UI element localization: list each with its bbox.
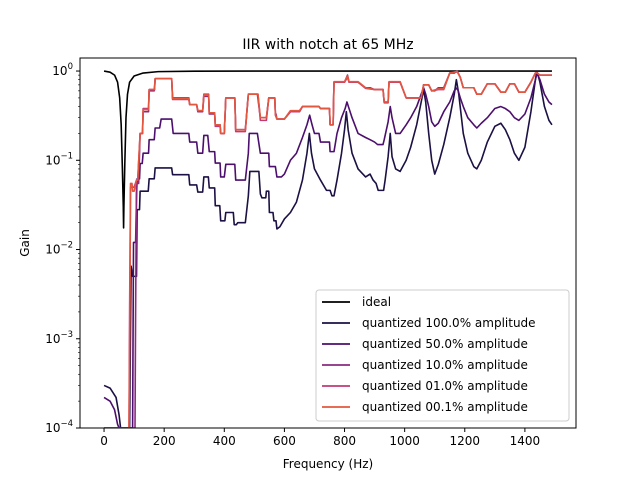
x-tick-label: 1200 [450,434,481,448]
chart-title: IIR with notch at 65 MHz [242,37,413,53]
x-tick-label: 600 [273,434,296,448]
series-line-1 [103,70,553,428]
x-tick-label: 0 [100,434,108,448]
y-tick-base: 10 [52,64,67,78]
y-tick-label: 10−2 [45,241,73,257]
legend-label: quantized 01.0% amplitude [362,379,528,393]
y-axis-label: Gain [18,229,32,257]
y-tick-label: 10−3 [45,330,73,346]
series-line-0 [103,70,552,229]
legend-box [315,289,570,422]
x-axis: 0 200 400 600 800 1000 1200 1400 [100,428,540,448]
legend-label: quantized 10.0% amplitude [362,358,528,372]
y-tick-exponent: −2 [60,241,73,251]
legend-label: ideal [362,295,391,309]
plot-frame [79,57,577,429]
x-axis-label: Frequency (Hz) [283,457,374,471]
y-tick-exponent: −1 [60,151,73,161]
legend-label: quantized 50.0% amplitude [362,337,528,351]
legend: ideal quantized 100.0% amplitude quantized… [315,289,570,422]
y-tick-base: 10 [45,153,60,167]
y-tick-label: 10−1 [45,151,73,167]
series-line-2 [103,72,553,428]
y-tick-base: 10 [45,243,60,257]
x-tick-label: 1000 [389,434,420,448]
series-line-5 [104,70,552,428]
y-tick-exponent: −3 [60,330,73,340]
x-tick-label: 800 [333,434,356,448]
y-tick-base: 10 [45,332,60,346]
x-tick-label: 1400 [510,434,541,448]
y-tick-exponent: 0 [68,62,73,72]
y-tick-exponent: −4 [60,419,73,429]
legend-label: quantized 100.0% amplitude [362,316,536,330]
legend-label: quantized 00.1% amplitude [362,400,528,414]
y-tick-base: 10 [45,421,60,435]
y-tick-label: 100 [52,62,73,78]
y-tick-label: 10−4 [45,419,73,435]
series-layer [103,70,553,428]
x-tick-label: 400 [213,434,236,448]
x-tick-label: 200 [153,434,176,448]
